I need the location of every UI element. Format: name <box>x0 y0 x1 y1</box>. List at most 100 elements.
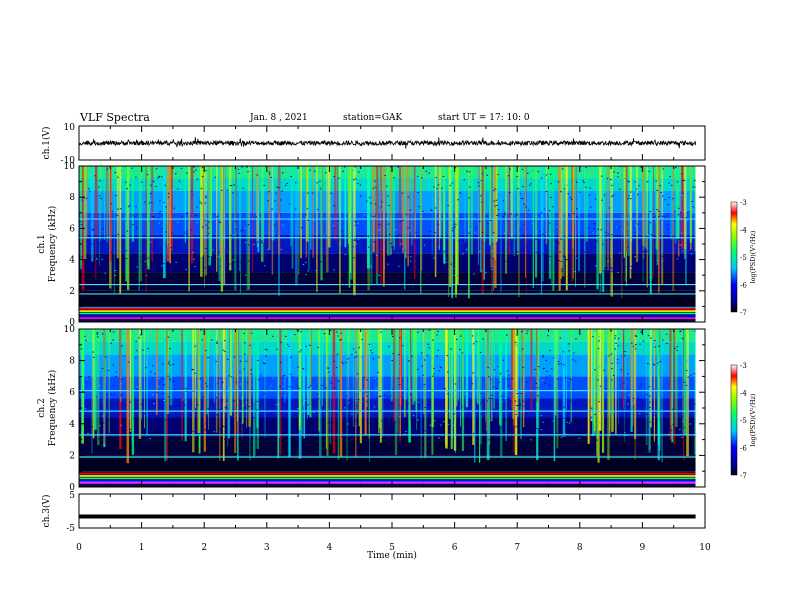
speckle <box>206 252 209 253</box>
burst-streak <box>472 329 475 445</box>
speckle <box>84 335 86 337</box>
speckle <box>373 417 375 419</box>
speckle <box>583 182 585 183</box>
speckle <box>652 408 654 410</box>
speckle <box>157 177 159 179</box>
speckle <box>164 381 166 383</box>
speckle <box>180 209 183 211</box>
speckle <box>241 265 244 267</box>
speckle <box>120 424 122 426</box>
burst-streak <box>167 166 168 247</box>
burst-streak <box>490 166 493 268</box>
burst-streak <box>424 329 425 459</box>
speckle <box>301 227 303 229</box>
burst-streak <box>516 329 519 417</box>
speckle <box>616 362 619 364</box>
speckle <box>566 421 569 423</box>
burst-streak <box>278 166 280 296</box>
speckle <box>370 202 372 204</box>
speckle <box>571 233 574 235</box>
speckle <box>567 193 569 195</box>
speckle <box>694 403 696 405</box>
speckle <box>167 363 170 365</box>
burst-streak <box>264 329 266 438</box>
speckle <box>658 210 660 212</box>
speckle <box>340 332 342 334</box>
speckle <box>639 398 642 400</box>
speckle <box>273 224 276 226</box>
speckle <box>396 166 398 168</box>
burst-streak <box>480 329 482 445</box>
speckle <box>526 420 529 422</box>
speckle <box>89 241 91 242</box>
speckle <box>112 364 115 366</box>
speckle <box>270 385 273 387</box>
speckle <box>215 361 217 362</box>
burst-streak <box>184 166 186 243</box>
burst-streak <box>387 166 388 254</box>
speckle <box>454 226 456 228</box>
speckle <box>180 167 183 169</box>
y-tick-label: 0 <box>69 483 75 493</box>
speckle <box>618 252 621 254</box>
speckle <box>216 414 218 416</box>
speckle <box>329 422 331 424</box>
speckle <box>99 195 101 197</box>
burst-streak <box>513 329 515 426</box>
speckle <box>405 430 407 432</box>
speckle <box>177 221 179 223</box>
speckle <box>585 186 587 188</box>
speckle <box>681 179 684 181</box>
speckle <box>219 265 221 267</box>
speckle <box>186 212 189 214</box>
speckle <box>224 407 227 409</box>
burst-streak <box>644 166 647 249</box>
burst-streak <box>390 329 393 402</box>
speckle <box>403 205 406 206</box>
speckle <box>398 438 401 440</box>
speckle <box>451 182 454 184</box>
y-tick-label: -10 <box>61 156 76 166</box>
speckle <box>658 224 660 226</box>
speckle <box>627 227 629 229</box>
speckle <box>333 176 335 178</box>
speckle <box>294 257 296 259</box>
burst-streak <box>325 329 327 449</box>
speckle <box>543 208 546 210</box>
burst-streak <box>126 329 130 464</box>
speckle <box>474 423 477 425</box>
speckle <box>340 339 342 340</box>
speckle <box>302 264 305 265</box>
speckle <box>344 407 346 409</box>
speckle <box>370 265 372 267</box>
speckle <box>93 271 95 273</box>
burst-streak <box>86 166 88 239</box>
speckle <box>626 265 629 267</box>
burst-streak <box>630 329 633 405</box>
burst-streak <box>119 329 122 450</box>
speckle <box>259 246 261 248</box>
speckle <box>531 265 533 267</box>
burst-streak <box>461 329 464 451</box>
speckle <box>192 252 194 253</box>
speckle <box>490 220 492 221</box>
speckle <box>627 396 629 398</box>
speckle <box>356 376 358 378</box>
speckle <box>93 356 95 358</box>
speckle <box>401 192 404 194</box>
speckle <box>649 211 651 213</box>
burst-streak <box>673 329 676 445</box>
burst-streak <box>389 166 392 255</box>
speckle <box>589 187 591 189</box>
speckle <box>610 379 613 381</box>
speckle <box>508 192 511 194</box>
speckle <box>142 248 144 249</box>
burst-streak <box>198 329 201 454</box>
y-tick-label: 5 <box>69 491 75 501</box>
speckle <box>185 213 187 215</box>
burst-streak <box>572 166 574 248</box>
speckle <box>499 275 501 277</box>
speckle <box>572 389 575 391</box>
speckle <box>99 385 101 387</box>
